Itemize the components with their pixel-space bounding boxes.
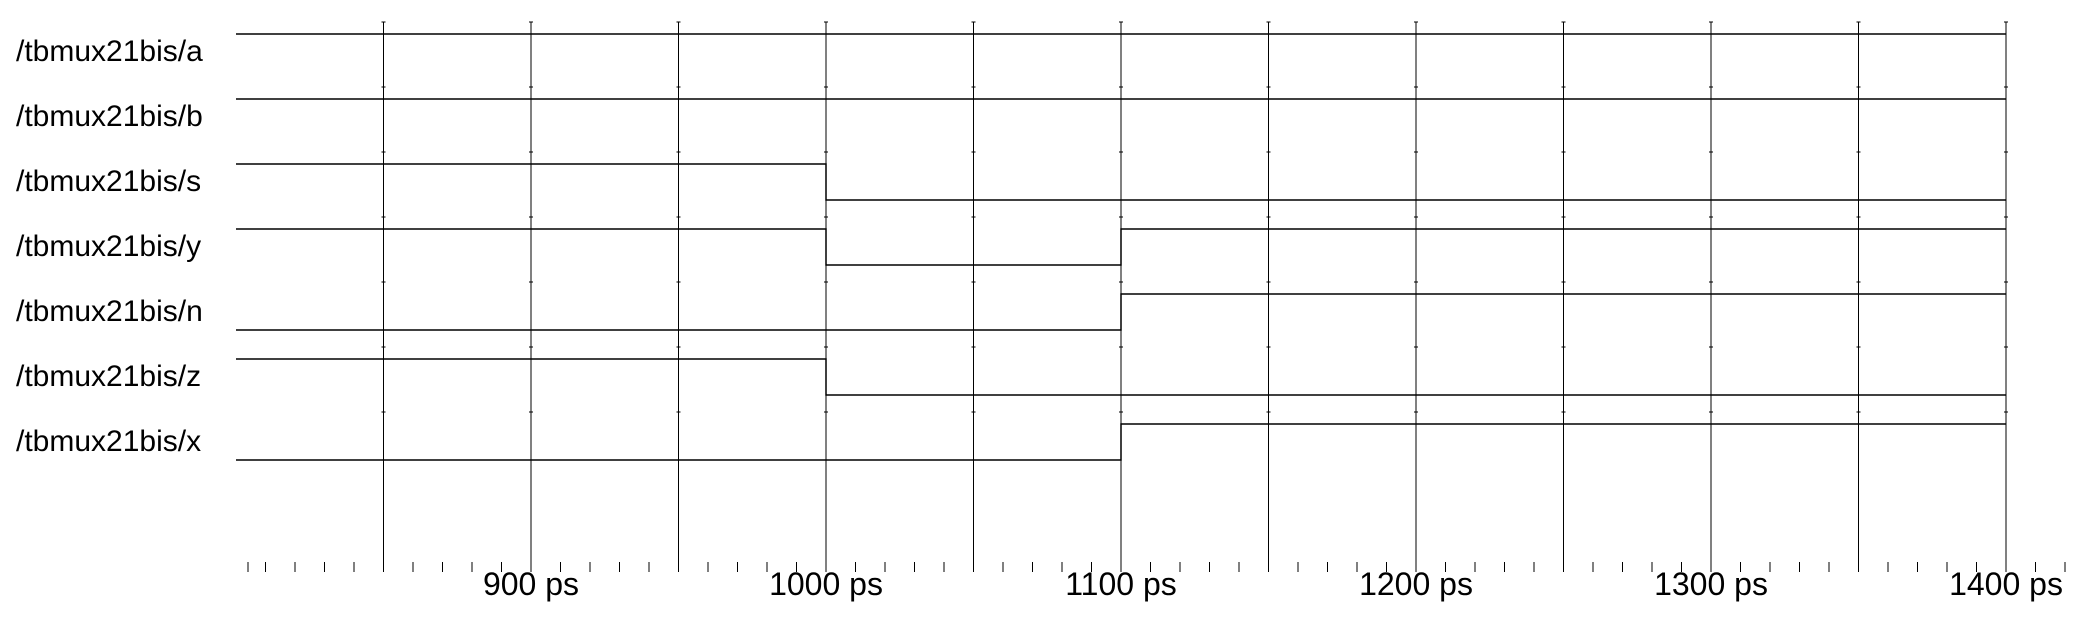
- signal-trace: [236, 293, 2006, 331]
- x-tick-label: 1300 ps: [1654, 566, 1768, 602]
- signal-label: /tbmux21bis/s: [16, 165, 201, 198]
- signal-trace: [236, 228, 2006, 266]
- x-tick-label: 1100 ps: [1065, 566, 1177, 602]
- x-tick-label: 900 ps: [483, 566, 579, 602]
- signal-trace: [236, 163, 2006, 201]
- x-tick-label: 1000 ps: [769, 566, 883, 602]
- signal-label: /tbmux21bis/y: [16, 230, 201, 263]
- signal-label: /tbmux21bis/x: [16, 425, 201, 458]
- time-axis: 900 ps 1000 ps 1100 ps 1200 ps 1300 ps 1400 p…: [247, 552, 2066, 602]
- signal-traces: [236, 33, 2006, 461]
- signal-labels: /tbmux21bis/a/tbmux21bis/b/tbmux21bis/s /…: [16, 35, 203, 458]
- x-tick-label: 1400 ps: [1949, 566, 2063, 602]
- x-tick-label: 1200 ps: [1359, 566, 1473, 602]
- signal-trace: [236, 358, 2006, 396]
- grid-lines: [381, 21, 2008, 572]
- signal-label: /tbmux21bis/z: [16, 360, 201, 393]
- signal-label: /tbmux21bis/b: [16, 100, 203, 133]
- signal-label: /tbmux21bis/n: [16, 295, 203, 328]
- signal-trace: [236, 423, 2006, 461]
- signal-label: /tbmux21bis/a: [16, 35, 203, 68]
